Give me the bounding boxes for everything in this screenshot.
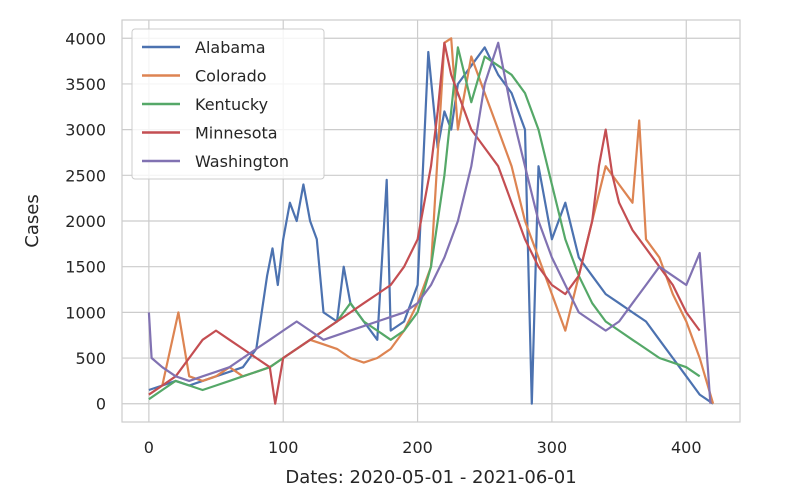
y-axis-label: Cases: [22, 194, 43, 247]
series-line-kentucky: [148, 46, 701, 401]
y-tick-label: 3500: [65, 75, 106, 94]
x-tick-labels: 0 100 200 300 400: [144, 438, 702, 457]
legend-label-colorado: Colorado: [195, 67, 267, 86]
legend-label-alabama: Alabama: [195, 38, 266, 57]
x-tick-label: 300: [537, 438, 568, 457]
y-tick-label: 2000: [65, 212, 106, 231]
y-tick-label: 3000: [65, 121, 106, 140]
x-tick-label: 100: [268, 438, 299, 457]
x-tick-label: 200: [402, 438, 433, 457]
series-line-washington: [147, 41, 712, 404]
series-line-minnesota: [148, 41, 701, 405]
legend: Alabama Colorado Kentucky Minnesota Washingt…: [131, 28, 325, 180]
legend-label-kentucky: Kentucky: [195, 95, 268, 114]
x-axis-label: Dates: 2020-05-01 - 2021-06-01: [285, 467, 576, 488]
y-tick-label: 1500: [65, 258, 106, 277]
legend-label-minnesota: Minnesota: [195, 124, 278, 143]
x-tick-label: 0: [144, 438, 154, 457]
series-lines: [147, 37, 715, 405]
series-line-alabama: [148, 46, 714, 405]
y-tick-label: 4000: [65, 29, 106, 48]
y-tick-label: 500: [75, 349, 106, 368]
legend-label-washington: Washington: [195, 152, 289, 171]
x-tick-label: 400: [671, 438, 702, 457]
legend-box: [131, 28, 325, 180]
y-tick-label: 0: [96, 395, 106, 414]
y-tick-labels: 0 500 1000 1500 2000 2500 3000 3500 4000: [65, 29, 106, 413]
y-tick-label: 2500: [65, 166, 106, 185]
y-tick-label: 1000: [65, 303, 106, 322]
